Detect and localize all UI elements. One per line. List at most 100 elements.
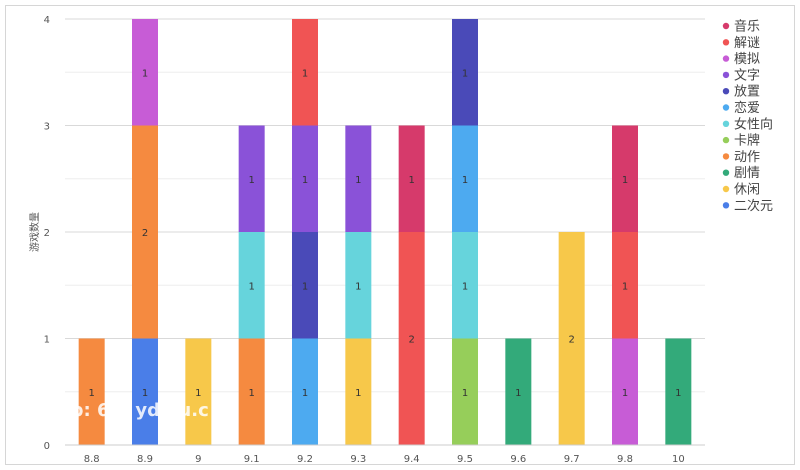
y-tick-label: 2 — [44, 228, 50, 239]
bar-segment — [292, 338, 318, 445]
x-tick-label: 8.9 — [137, 454, 153, 465]
bar-value-label: 1 — [622, 281, 628, 292]
bar-value-label: 1 — [142, 68, 148, 79]
legend-dot — [722, 185, 730, 193]
legend-dot — [722, 39, 730, 46]
legend-item-label: 动作 — [734, 150, 760, 165]
bar-value-label: 1 — [515, 388, 521, 399]
bar-value-label: 1 — [88, 388, 94, 399]
x-tick-label: 9.2 — [297, 454, 313, 465]
bar-segment — [238, 125, 265, 232]
bar-value-label: 1 — [462, 388, 468, 399]
x-tick-label: 9.6 — [510, 454, 526, 465]
bar-segment — [238, 338, 265, 445]
bar-segment — [345, 125, 372, 232]
bar-value-label: 1 — [248, 175, 254, 186]
bar-segment — [132, 338, 158, 445]
legend-item-label: 女性向 — [734, 116, 773, 132]
bar-segment — [345, 232, 372, 339]
y-tick-label: 1 — [44, 335, 50, 346]
bar-value-label: 1 — [408, 175, 414, 186]
bar-segment — [452, 232, 478, 339]
bar-value-label: 2 — [568, 335, 574, 346]
legend-dot — [722, 55, 730, 62]
bar-segment — [665, 338, 692, 445]
bar-segment — [132, 125, 158, 339]
bar-value-label: 1 — [302, 68, 308, 79]
bar-segment — [612, 232, 638, 339]
x-tick-label: 9.1 — [244, 454, 260, 465]
bar-value-label: 1 — [355, 281, 361, 292]
bar-segment — [292, 19, 318, 126]
legend-dot — [722, 169, 730, 176]
x-tick-label: 9.7 — [564, 454, 580, 465]
bar-value-label: 1 — [622, 388, 628, 399]
x-tick-label: 9.5 — [457, 454, 473, 465]
bar-segment — [132, 19, 158, 126]
bar-value-label: 1 — [302, 388, 308, 399]
legend-item-label: 剧情 — [734, 166, 760, 181]
legend-item-label: 卡牌 — [734, 133, 760, 149]
bar-value-label: 2 — [408, 335, 414, 346]
x-tick-label: 9.4 — [404, 454, 420, 465]
x-tick-label: 8.8 — [84, 454, 100, 465]
legend-item-label: 文字 — [734, 68, 760, 83]
bar-value-label: 2 — [142, 228, 148, 239]
bar-value-label: 1 — [248, 388, 254, 399]
bar-segment — [612, 125, 638, 232]
bar-value-label: 1 — [622, 175, 628, 186]
legend-item-label: 恋爱 — [734, 100, 760, 116]
grid-lines — [65, 18, 705, 446]
bar-segment — [612, 338, 638, 445]
bar-segment — [505, 338, 532, 445]
y-tick-label: 4 — [44, 15, 50, 26]
legend-item-label: 二次元 — [734, 198, 773, 214]
bar-segment — [292, 232, 318, 339]
legend-item-label: 音乐 — [734, 19, 760, 35]
bar-value-label: 1 — [355, 388, 361, 399]
legend-dot — [722, 153, 730, 160]
legend-dot — [722, 120, 730, 128]
bar-segment — [292, 125, 318, 232]
bar-segment — [398, 232, 425, 445]
y-tick-label: 3 — [44, 122, 50, 133]
x-tick-label: 9.3 — [350, 454, 366, 465]
bar-segment — [78, 338, 105, 445]
legend-dot — [722, 88, 730, 95]
bar-value-label: 1 — [355, 175, 361, 186]
bars-group: 1 1 2 1 1 1 1 1 1 1 1 1 1 1 1 2 1 1 1 1 1 1 2 1 1 1 1 — [78, 19, 692, 445]
bar-value-label: 1 — [675, 388, 681, 399]
bar-segment — [452, 125, 478, 232]
y-tick-label: 0 — [44, 441, 50, 452]
legend-dot — [722, 136, 730, 144]
legend-dot — [722, 104, 730, 111]
x-tick-label: 9.8 — [617, 454, 633, 465]
legend-item-label: 模拟 — [734, 52, 760, 67]
bar-segment — [185, 338, 212, 445]
bar-value-label: 1 — [142, 388, 148, 399]
bar-value-label: 1 — [302, 175, 308, 186]
legend-item-label: 放置 — [734, 85, 760, 100]
bar-value-label: 1 — [462, 68, 468, 79]
bar-value-label: 1 — [462, 281, 468, 292]
bar-value-label: 1 — [248, 281, 254, 292]
legend-dot — [722, 202, 730, 209]
legend-item-label: 解谜 — [734, 36, 760, 51]
y-axis-label: 游戏数量 — [28, 212, 41, 252]
x-tick-label: 9 — [195, 454, 201, 465]
legend-dot — [722, 71, 730, 79]
bar-value-label: 1 — [462, 175, 468, 186]
axes-group: 0 1 2 3 4 8.8 8.9 9 9.1 9.2 9.3 9.4 9.5 9.6 9.7 9.8 10 — [44, 15, 705, 465]
bar-value-label: 1 — [302, 281, 308, 292]
legend-item-label: 休闲 — [734, 183, 760, 198]
bar-segment — [452, 19, 478, 126]
x-tick-label: 10 — [672, 454, 685, 465]
bar-segment — [398, 125, 425, 232]
bar-segment — [452, 338, 478, 445]
legend-dot — [722, 22, 730, 30]
watermark-text: tp: 6.h yda u.c — [62, 400, 209, 421]
bar-segment — [558, 232, 585, 445]
bar-segment — [238, 232, 265, 339]
